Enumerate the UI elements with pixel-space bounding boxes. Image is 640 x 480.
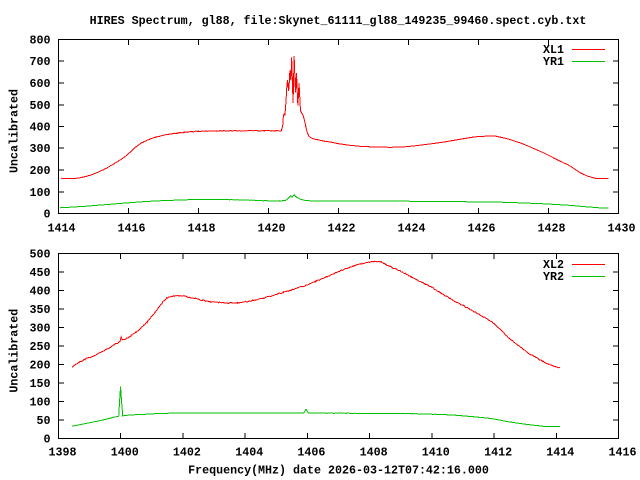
svg-text:YR2: YR2 (543, 270, 564, 284)
svg-text:YR1: YR1 (543, 55, 564, 69)
svg-text:600: 600 (30, 77, 51, 91)
svg-text:800: 800 (30, 34, 51, 48)
svg-text:1422: 1422 (328, 221, 356, 235)
svg-text:50: 50 (37, 414, 51, 428)
svg-text:0: 0 (44, 433, 51, 447)
svg-text:500: 500 (30, 99, 51, 113)
svg-text:1416: 1416 (609, 446, 637, 460)
svg-text:1420: 1420 (258, 221, 286, 235)
svg-text:1426: 1426 (468, 221, 496, 235)
svg-text:300: 300 (30, 322, 51, 336)
svg-text:150: 150 (30, 377, 51, 391)
svg-text:200: 200 (30, 359, 51, 373)
svg-text:1412: 1412 (484, 446, 512, 460)
svg-text:XL2: XL2 (543, 258, 564, 272)
svg-text:1428: 1428 (538, 221, 566, 235)
svg-text:100: 100 (30, 396, 51, 410)
svg-text:Uncalibrated: Uncalibrated (8, 89, 22, 173)
svg-text:1408: 1408 (360, 446, 388, 460)
svg-text:1414: 1414 (48, 221, 76, 235)
svg-text:Frequency(MHz) date 2026-03-12: Frequency(MHz) date 2026-03-12T07:42:16.… (188, 464, 489, 478)
svg-text:0: 0 (44, 208, 51, 222)
svg-text:XL1: XL1 (543, 43, 564, 57)
svg-text:1404: 1404 (235, 446, 263, 460)
svg-text:700: 700 (30, 55, 51, 69)
svg-text:1406: 1406 (297, 446, 325, 460)
svg-text:1398: 1398 (49, 446, 77, 460)
svg-text:1424: 1424 (398, 221, 426, 235)
svg-text:1416: 1416 (118, 221, 146, 235)
svg-text:1400: 1400 (111, 446, 139, 460)
svg-text:400: 400 (30, 285, 51, 299)
svg-text:1414: 1414 (546, 446, 574, 460)
svg-text:300: 300 (30, 142, 51, 156)
svg-text:350: 350 (30, 303, 51, 317)
svg-text:Uncalibrated: Uncalibrated (8, 309, 22, 393)
svg-text:1418: 1418 (188, 221, 216, 235)
svg-text:HIRES Spectrum, gl88, file:Sky: HIRES Spectrum, gl88, file:Skynet_61111_… (90, 14, 587, 28)
svg-text:100: 100 (30, 186, 51, 200)
svg-text:450: 450 (30, 266, 51, 280)
svg-text:200: 200 (30, 164, 51, 178)
svg-text:1410: 1410 (422, 446, 450, 460)
svg-text:250: 250 (30, 340, 51, 354)
svg-text:1430: 1430 (608, 221, 636, 235)
svg-text:1402: 1402 (173, 446, 201, 460)
svg-text:500: 500 (30, 248, 51, 262)
svg-text:400: 400 (30, 121, 51, 135)
